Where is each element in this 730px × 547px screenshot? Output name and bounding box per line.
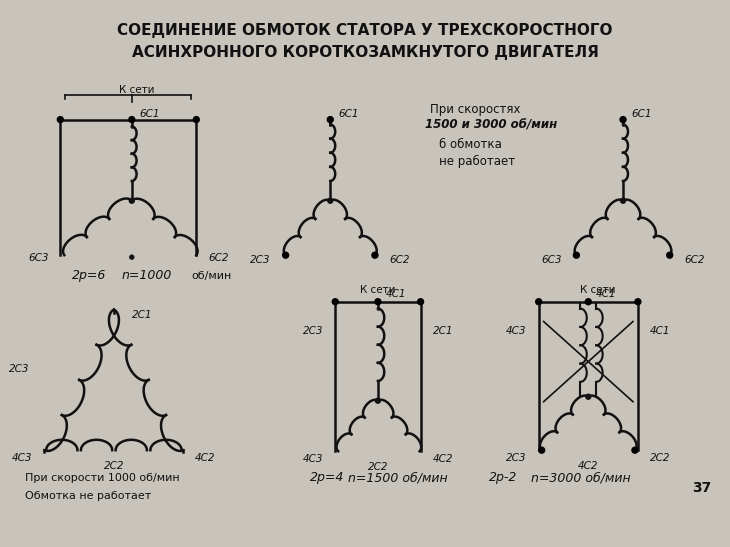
Circle shape (193, 117, 199, 123)
Text: 4С2: 4С2 (432, 454, 453, 464)
Circle shape (536, 299, 542, 305)
Text: При скорости 1000 об/мин: При скорости 1000 об/мин (25, 473, 180, 483)
Text: 6С3: 6С3 (541, 255, 561, 265)
Text: При скоростях: При скоростях (429, 103, 520, 116)
Text: 2р=6: 2р=6 (72, 270, 107, 282)
Text: 6С1: 6С1 (139, 109, 160, 119)
Text: 2С3: 2С3 (250, 255, 271, 265)
Text: 6С2: 6С2 (208, 253, 228, 263)
Text: К сети: К сети (119, 85, 155, 95)
Text: К сети: К сети (580, 285, 616, 295)
Text: 6С1: 6С1 (631, 109, 651, 119)
Text: 4С1: 4С1 (386, 289, 407, 299)
Text: 2С2: 2С2 (104, 461, 124, 471)
Text: 2С3: 2С3 (303, 327, 323, 336)
Text: 2р-2: 2р-2 (489, 472, 518, 485)
Circle shape (585, 394, 591, 399)
Circle shape (539, 447, 545, 453)
Circle shape (375, 398, 380, 403)
Text: 6С1: 6С1 (338, 109, 358, 119)
Text: б обмотка: б обмотка (439, 138, 502, 151)
Circle shape (327, 117, 333, 123)
Text: 2р=4: 2р=4 (310, 472, 345, 485)
Text: n=3000 об/мин: n=3000 об/мин (531, 472, 630, 485)
Text: 4С3: 4С3 (507, 327, 527, 336)
Circle shape (129, 198, 134, 203)
Text: 2С3: 2С3 (9, 364, 30, 374)
Circle shape (573, 252, 580, 258)
Text: 4С3: 4С3 (12, 453, 33, 463)
Text: СОЕДИНЕНИЕ ОБМОТОК СТАТОРА У ТРЕХСКОРОСТНОГО: СОЕДИНЕНИЕ ОБМОТОК СТАТОРА У ТРЕХСКОРОСТ… (118, 23, 612, 38)
Circle shape (620, 198, 626, 203)
Text: 6С2: 6С2 (390, 255, 410, 265)
Text: 2С1: 2С1 (132, 310, 153, 319)
Text: 2С3: 2С3 (507, 453, 527, 463)
Text: не работает: не работает (439, 155, 515, 168)
Circle shape (328, 198, 333, 203)
Text: 4С1: 4С1 (650, 327, 670, 336)
Circle shape (130, 255, 134, 259)
Circle shape (418, 299, 423, 305)
Text: 2С2: 2С2 (368, 462, 388, 472)
Circle shape (635, 299, 641, 305)
Text: n=1000: n=1000 (122, 270, 172, 282)
Text: об/мин: об/мин (191, 271, 231, 281)
Text: 4С1: 4С1 (596, 289, 617, 299)
Circle shape (620, 117, 626, 123)
Circle shape (632, 447, 638, 453)
Text: 2С1: 2С1 (432, 327, 453, 336)
Text: 4С2: 4С2 (196, 453, 216, 463)
Text: n=1500 об/мин: n=1500 об/мин (348, 472, 447, 485)
Text: К сети: К сети (360, 285, 396, 295)
Circle shape (128, 117, 135, 123)
Text: 6С2: 6С2 (685, 255, 705, 265)
Text: 37: 37 (693, 481, 712, 495)
Circle shape (666, 252, 672, 258)
Circle shape (375, 299, 381, 305)
Text: 4С2: 4С2 (578, 461, 599, 471)
Circle shape (58, 117, 64, 123)
Circle shape (283, 252, 288, 258)
Text: 2С2: 2С2 (650, 453, 670, 463)
Circle shape (332, 299, 338, 305)
Circle shape (372, 252, 378, 258)
Text: АСИНХРОННОГО КОРОТКОЗАМКНУТОГО ДВИГАТЕЛЯ: АСИНХРОННОГО КОРОТКОЗАМКНУТОГО ДВИГАТЕЛЯ (131, 45, 599, 60)
Circle shape (585, 299, 591, 305)
Text: 6С3: 6С3 (28, 253, 48, 263)
Text: Обмотка не работает: Обмотка не работает (25, 491, 151, 501)
Text: 4С3: 4С3 (303, 454, 323, 464)
Text: 1500 и 3000 об/мин: 1500 и 3000 об/мин (425, 118, 557, 131)
